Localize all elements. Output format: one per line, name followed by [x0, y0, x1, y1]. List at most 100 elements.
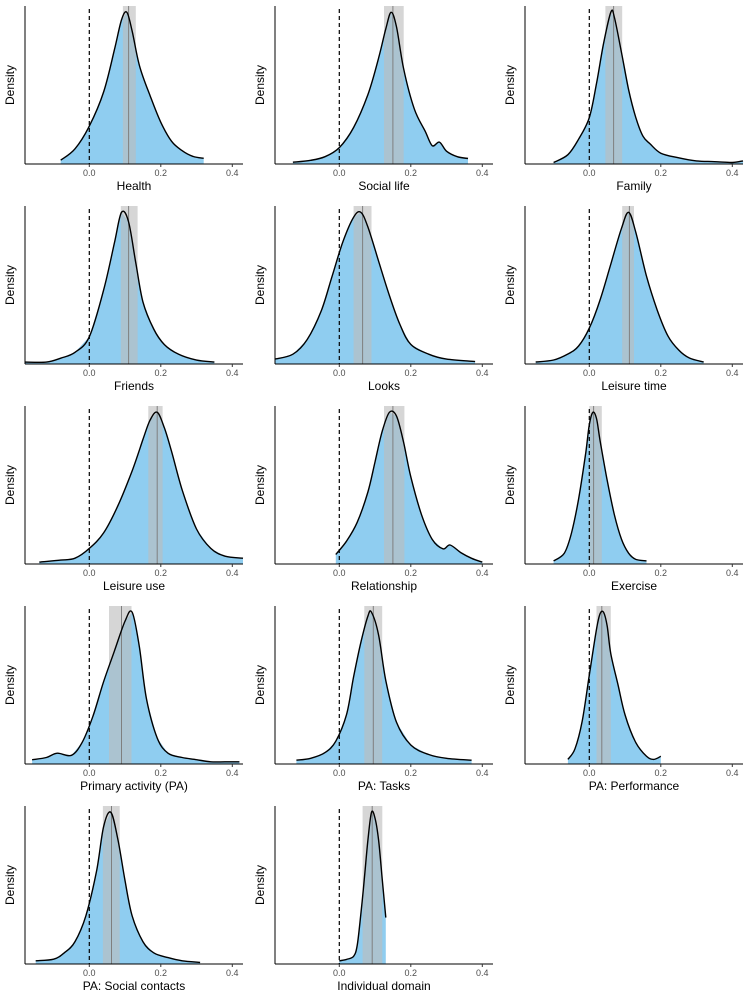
panel-label: Leisure time: [601, 379, 667, 393]
x-tick-label: 0.0: [83, 968, 96, 978]
panel-label: Relationship: [351, 579, 417, 593]
interval-band: [622, 206, 634, 364]
x-tick-label: 0.2: [405, 168, 418, 178]
x-tick-label: 0.4: [726, 568, 739, 578]
y-axis-title: Density: [503, 465, 517, 505]
density-panel: 0.0 0.2 0.4 Social life Density: [253, 6, 493, 193]
interval-band: [589, 406, 602, 564]
x-tick-label: 0.0: [83, 368, 96, 378]
interval-band: [384, 6, 404, 164]
density-curve: [60, 11, 204, 161]
interval-band: [148, 406, 163, 564]
density-area: [567, 612, 661, 764]
x-tick-label: 0.0: [583, 368, 596, 378]
x-tick-label: 0.4: [726, 168, 739, 178]
x-tick-label: 0.0: [583, 768, 596, 778]
density-panel: 0.0 0.2 0.4 Friends Density: [3, 206, 243, 393]
x-tick-label: 0.0: [333, 168, 346, 178]
density-curve: [296, 610, 472, 761]
x-tick-label: 0.2: [655, 368, 668, 378]
x-tick-label: 0.2: [155, 168, 168, 178]
density-curve: [292, 11, 469, 163]
panel-label: PA: Tasks: [358, 779, 410, 793]
density-panel: 0.0 0.2 0.4 Family Density: [503, 6, 744, 193]
density-area: [275, 212, 476, 364]
density-panel: 0.0 0.2 0.4 Primary activity (PA) Density: [3, 606, 243, 793]
y-axis-title: Density: [503, 265, 517, 305]
interval-band: [596, 606, 611, 764]
x-tick-label: 0.0: [583, 568, 596, 578]
density-area: [292, 12, 468, 164]
density-panel: 0.0 0.2 0.4 PA: Tasks Density: [253, 606, 493, 793]
x-tick-label: 0.0: [83, 768, 96, 778]
x-tick-label: 0.4: [476, 168, 489, 178]
x-tick-label: 0.2: [405, 368, 418, 378]
panel-label: PA: Social contacts: [83, 979, 186, 993]
density-area: [39, 412, 243, 564]
interval-band: [109, 606, 132, 764]
density-area: [32, 612, 240, 764]
x-tick-label: 0.2: [405, 768, 418, 778]
x-tick-label: 0.4: [476, 768, 489, 778]
density-panel: 0.0 0.2 0.4 Exercise Density: [503, 406, 743, 593]
density-curve: [567, 610, 662, 761]
x-tick-label: 0.4: [226, 968, 239, 978]
interval-band: [384, 406, 405, 564]
density-area: [535, 212, 704, 364]
y-axis-title: Density: [253, 465, 267, 505]
y-axis-title: Density: [253, 865, 267, 905]
density-area: [335, 412, 483, 564]
density-curve: [535, 211, 704, 363]
panel-label: Looks: [368, 379, 400, 393]
density-panel: 0.0 0.2 0.4 Health Density: [3, 6, 243, 193]
x-tick-label: 0.2: [155, 368, 168, 378]
x-tick-label: 0.0: [83, 168, 96, 178]
density-area: [553, 12, 743, 164]
x-tick-label: 0.4: [226, 168, 239, 178]
density-area: [25, 212, 215, 364]
y-axis-title: Density: [503, 65, 517, 105]
x-tick-label: 0.2: [155, 768, 168, 778]
panel-label: PA: Performance: [589, 779, 680, 793]
x-tick-label: 0.4: [226, 568, 239, 578]
density-curve: [35, 811, 201, 964]
x-tick-label: 0.4: [226, 768, 239, 778]
panel-label: Individual domain: [337, 979, 430, 993]
x-tick-label: 0.2: [155, 968, 168, 978]
density-panel: 0.0 0.2 0.4 PA: Social contacts Density: [3, 806, 243, 993]
x-tick-label: 0.0: [83, 568, 96, 578]
y-axis-title: Density: [3, 65, 17, 105]
x-tick-label: 0.0: [333, 768, 346, 778]
y-axis-title: Density: [3, 865, 17, 905]
panel-label: Exercise: [611, 579, 657, 593]
density-curve: [31, 610, 240, 763]
x-tick-label: 0.0: [333, 568, 346, 578]
panel-label: Social life: [358, 179, 410, 193]
interval-band: [120, 206, 138, 364]
panel-label: Primary activity (PA): [80, 779, 188, 793]
x-tick-label: 0.0: [333, 968, 346, 978]
density-panel: 0.0 0.2 0.4 PA: Performance Density: [503, 606, 743, 793]
x-tick-label: 0.2: [655, 568, 668, 578]
x-tick-label: 0.0: [333, 368, 346, 378]
y-axis-title: Density: [3, 465, 17, 505]
y-axis-title: Density: [253, 265, 267, 305]
x-tick-label: 0.0: [583, 168, 596, 178]
y-axis-title: Density: [3, 665, 17, 705]
density-curve: [39, 411, 244, 563]
x-tick-label: 0.4: [476, 568, 489, 578]
x-tick-label: 0.2: [655, 768, 668, 778]
x-tick-label: 0.2: [405, 968, 418, 978]
interval-band: [122, 6, 136, 164]
y-axis-title: Density: [253, 65, 267, 105]
density-panel: 0.0 0.2 0.4 Leisure time Density: [503, 206, 743, 393]
y-axis-title: Density: [503, 665, 517, 705]
x-tick-label: 0.4: [226, 368, 239, 378]
density-panel: 0.0 0.2 0.4 Leisure use Density: [3, 406, 244, 593]
density-curve: [274, 211, 476, 363]
density-curve: [339, 810, 387, 962]
y-axis-title: Density: [3, 265, 17, 305]
density-panel: 0.0 0.2 0.4 Relationship Density: [253, 406, 493, 593]
density-area: [296, 612, 472, 764]
